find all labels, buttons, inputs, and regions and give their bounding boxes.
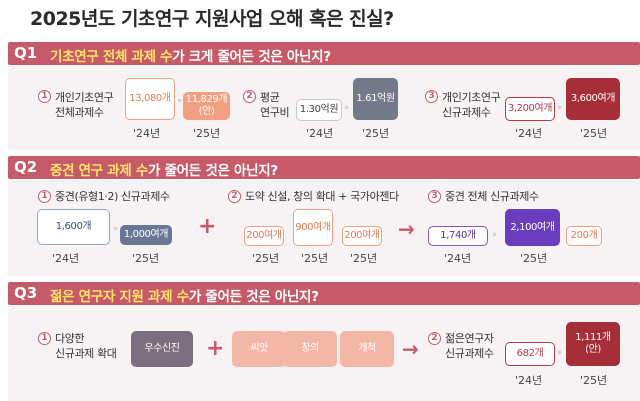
q3-question: 젊은 연구자 지원 과제 수가 줄어든 것은 아닌지? [50,285,319,305]
q2-item1-number: 1 [38,190,51,203]
chevron-right-icon: ›› [113,224,118,234]
q3-question-rest: 가 줄어든 것은 아닌지? [188,289,319,305]
q1-item3-year-25: '25년 [580,127,608,140]
q1-item1-value-25-line1: 11,829개 [185,94,228,105]
q3-item2-number: 2 [428,332,441,345]
q1-header: Q1 기초연구 전체 과제 수가 크게 줄어든 것은 아닌지? [8,42,640,65]
q1-item1-value-25: 11,829개 (안) [183,92,230,120]
page-title: 2025년도 기초연구 지원사업 오해 혹은 진실? [30,8,394,30]
q3-item1-box-2: 씨앗 [232,331,286,367]
q2-header: Q2 중견 연구 과제 수가 줄어든 것은 아닌지? [8,156,640,179]
q3-question-highlight: 젊은 연구자 지원 과제 수 [50,289,189,305]
q1-item1-label-line2: 전체과제수 [55,106,104,119]
q2-item3-value-25: 2,100여개 [505,209,560,246]
q3-item1-label: 다양한 신규과제 확대 [55,331,117,361]
q1-item2-label-line1: 평균 [260,91,280,104]
q1-item3-value-25: 3,600여개 [566,78,620,120]
q2-item1-year-24: '24년 [52,252,80,265]
q1-item2-value-25: 1.61억원 [353,78,398,120]
q1-item3-number: 3 [425,90,438,103]
plus-icon: + [206,336,225,361]
q2-item3-number: 3 [428,190,441,203]
chevron-right-icon: ›› [492,230,497,240]
q3-item1-label-line2: 신규과제 확대 [55,347,117,360]
q2-question: 중견 연구 과제 수가 줄어든 것은 아닌지? [50,159,278,179]
q1-number: Q1 [14,44,38,62]
q2-item3-label: 중견 전체 신규과제수 [445,190,539,203]
q3-item1-box-1: 우수신진 [131,331,193,367]
q1-item3-value-24: 3,200여개 [505,97,555,121]
chevron-right-icon: ›› [344,103,349,113]
q1-item1-value-25-line2: (안) [198,106,215,117]
q1-question-highlight: 기초연구 전체 과제 수 [50,49,173,65]
q2-item3-year-25: '25년 [520,252,548,265]
q2-item1-label: 중견(유형1·2) 신규과제수 [55,190,170,203]
q1-item3-label-line1: 개인기초연구 [442,91,501,104]
q3-item1-label-line1: 다양한 [55,332,85,345]
q2-item1-value-24: 1,600개 [37,209,110,245]
q2-item2-value-a: 200여개 [244,226,284,246]
q1-item3-year-24: '24년 [515,127,543,140]
q2-item1-value-25: 1,000여개 [120,225,172,245]
arrow-right-icon: → [402,337,419,361]
q1-item1-year-24: '24년 [133,127,161,140]
q1-question: 기초연구 전체 과제 수가 크게 줄어든 것은 아닌지? [50,45,331,65]
q1-item1-label-line1: 개인기초연구 [55,91,114,104]
arrow-right-icon: → [398,217,415,241]
chevron-right-icon: ›› [557,103,562,113]
q1-item2-year-24: '24년 [306,127,334,140]
q1-item3-label-line2: 신규과제수 [442,106,491,119]
q3-item2-value-25-line2: (안) [585,344,601,355]
q1-item1-value-24: 13,080개 [125,78,175,120]
q1-item3-label: 개인기초연구 신규과제수 [442,90,501,120]
q2-item1-year-25: '25년 [132,252,160,265]
q1-item1-number: 1 [38,90,51,103]
q2-question-rest: 가 줄어든 것은 아닌지? [148,163,278,179]
q2-item2-label: 도약 신설, 창의 확대 + 국가아젠다 [245,190,399,203]
q3-item2-label: 젊은연구자 신규과제수 [445,331,494,361]
chevron-right-icon: ›› [557,348,562,358]
q2-number: Q2 [14,158,38,176]
q1-item1-label: 개인기초연구 전체과제수 [55,90,114,120]
q2-question-highlight: 중견 연구 과제 수 [50,163,149,179]
q3-item2-value-25-line1: 1,111개 [575,332,611,343]
q3-item2-label-line2: 신규과제수 [445,347,494,360]
plus-icon: + [198,214,217,239]
q2-item2-value-c: 200여개 [342,226,382,246]
q3-item2-value-24: 682개 [505,342,555,366]
q3-item2-value-25: 1,111개 (안) [566,322,620,366]
q3-number: Q3 [14,284,38,302]
q1-item2-year-25: '25년 [362,127,390,140]
q1-item2-number: 2 [243,90,256,103]
q2-item2-year-c: '25년 [350,252,378,265]
q3-item2-label-line1: 젊은연구자 [445,332,494,345]
q1-item1-year-25: '25년 [193,127,221,140]
q2-item2-number: 2 [228,190,241,203]
q2-item3-year-24: '24년 [444,252,472,265]
q3-item2-year-25: '25년 [580,374,608,387]
q3-header: Q3 젊은 연구자 지원 과제 수가 줄어든 것은 아닌지? [8,282,640,305]
q2-item2-year-b: '25년 [301,252,329,265]
q1-item2-label: 평균 연구비 [260,90,290,120]
q1-item2-value-24: 1.30억원 [296,99,342,121]
q3-item2-year-24: '24년 [515,374,543,387]
q1-item2-label-line2: 연구비 [260,106,290,119]
q2-item3-value-24: 1,740개 [428,226,488,246]
chevron-right-icon: ›› [177,96,182,106]
q3-item1-number: 1 [38,332,51,345]
q2-item2-year-a: '25년 [252,252,280,265]
q2-item2-value-b: 900여개 [293,209,333,246]
q2-item3-extra: 200개 [566,226,602,246]
q3-item1-box-3: 창의 [283,331,337,367]
q1-question-rest: 가 크게 줄어든 것은 아닌지? [172,49,331,65]
q3-item1-box-4: 개척 [340,331,394,367]
